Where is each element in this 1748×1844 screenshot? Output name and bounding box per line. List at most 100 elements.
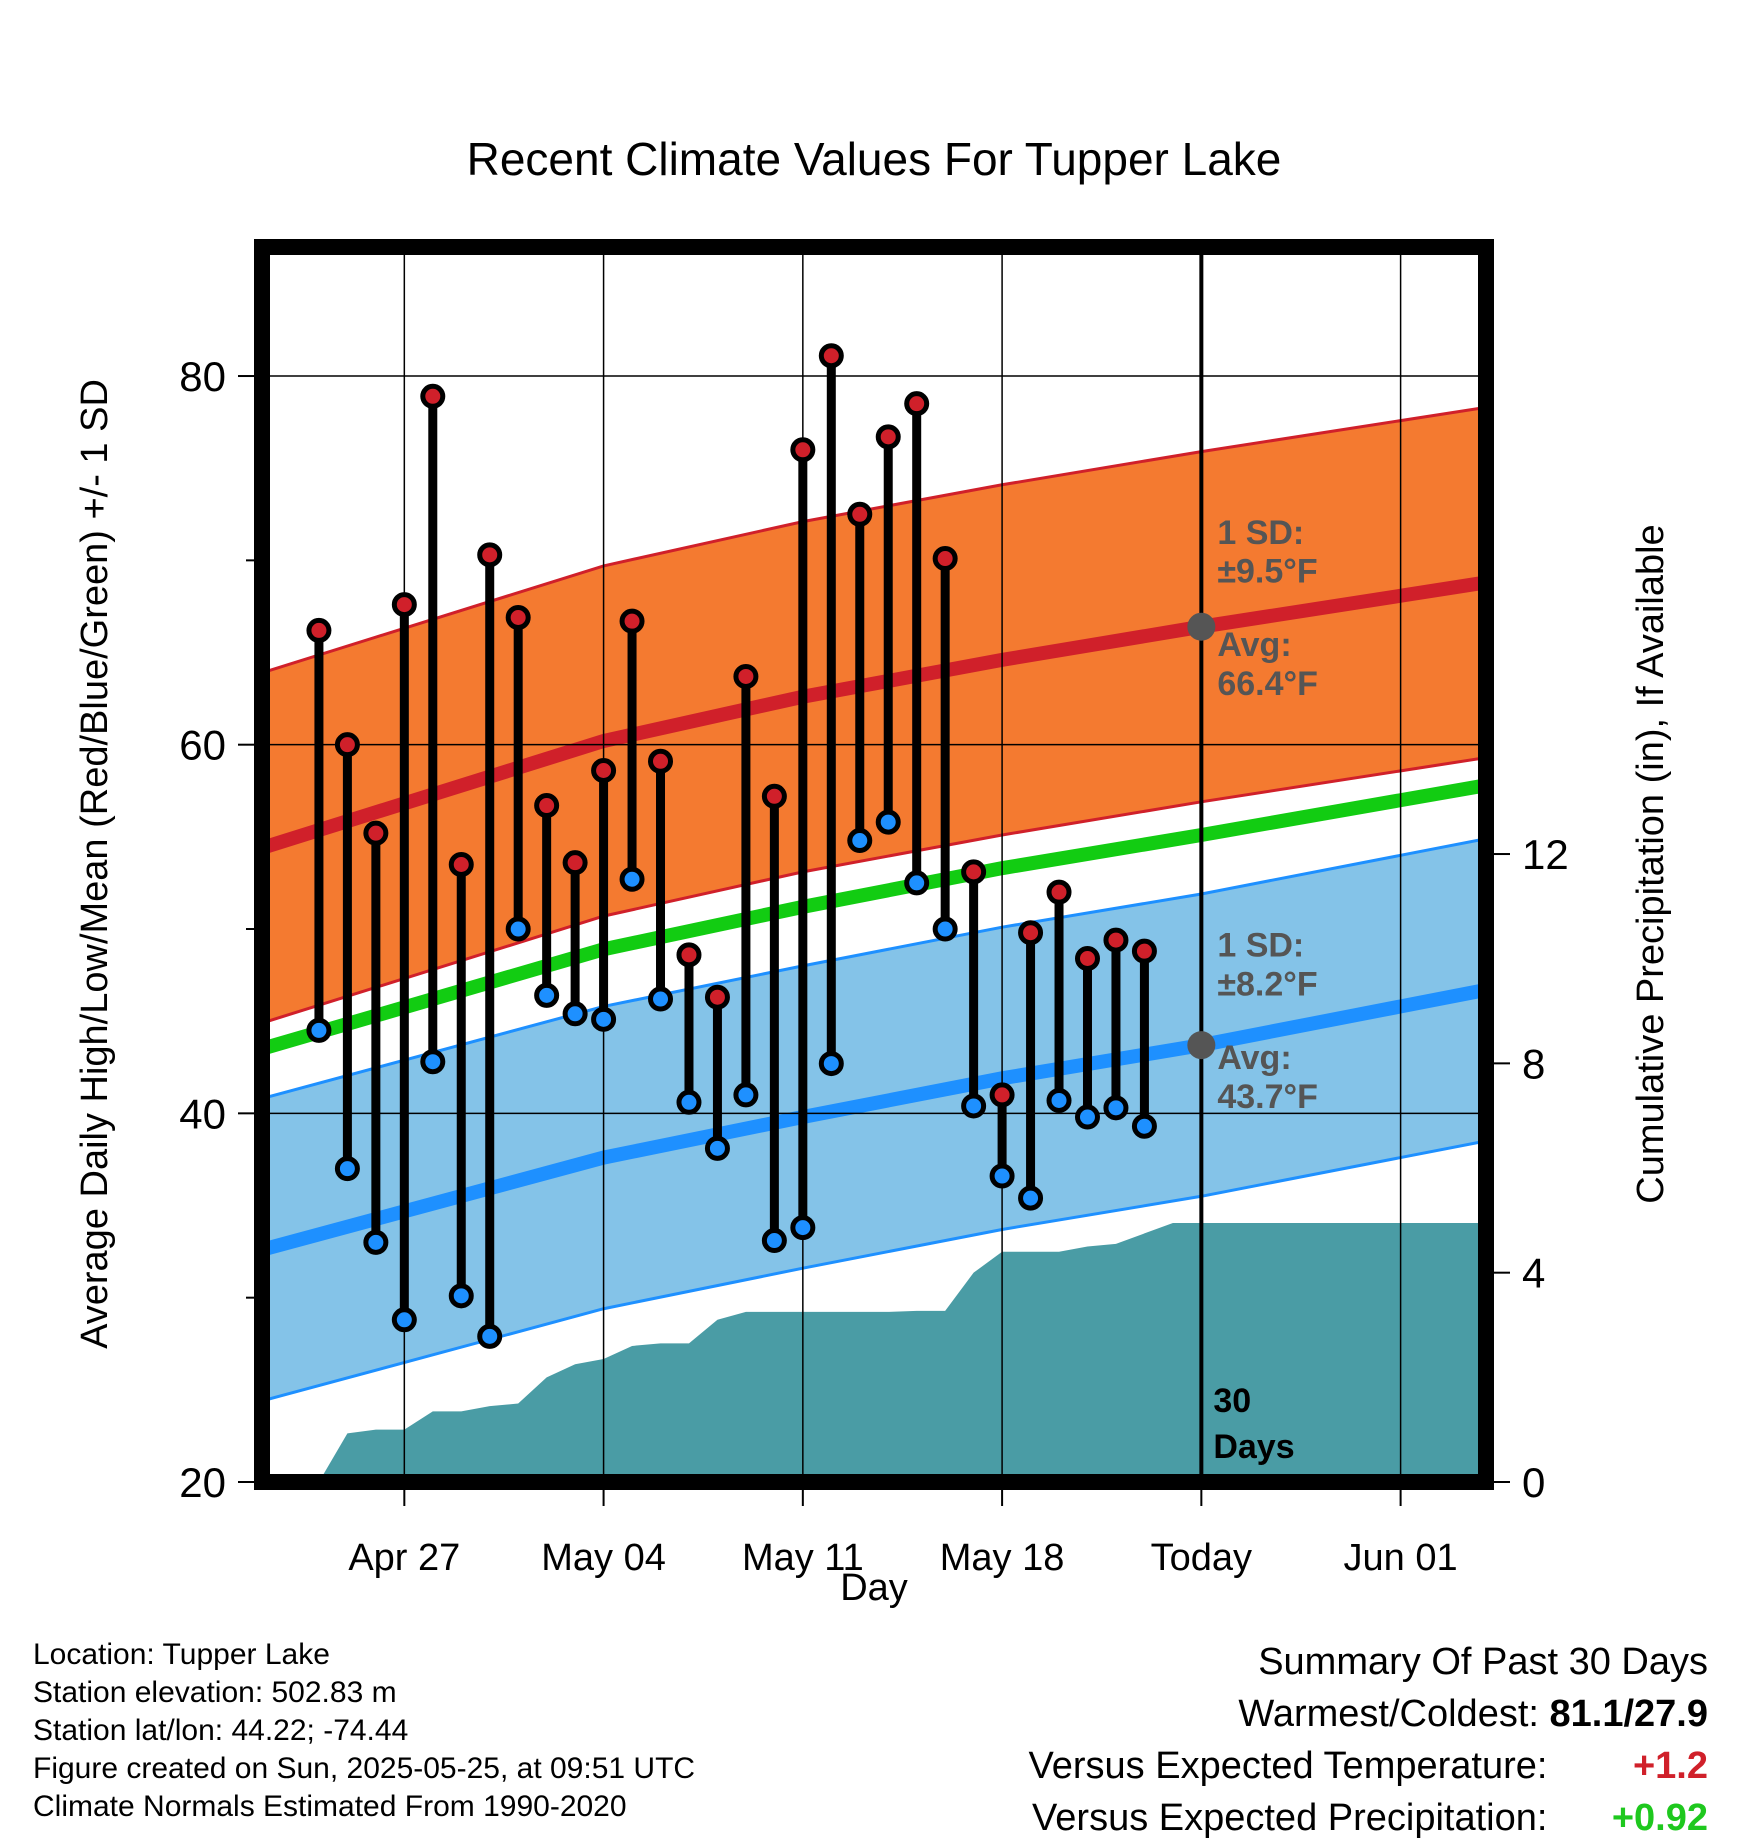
x-tick-label: Today xyxy=(1151,1537,1252,1579)
low-lower-sd-line xyxy=(262,1139,1486,1403)
daily-low-point xyxy=(989,1163,1015,1189)
daily-high-point xyxy=(818,343,844,369)
daily-high-point xyxy=(704,984,730,1010)
daily-high-point xyxy=(306,617,332,643)
daily-low-point xyxy=(648,986,674,1012)
daily-low-point xyxy=(448,1283,474,1309)
high-avg-value: 66.4°F xyxy=(1217,665,1318,703)
y-tick-label: 80 xyxy=(179,353,226,400)
daily-low-point xyxy=(932,916,958,942)
daily-low-point xyxy=(505,916,531,942)
daily-high-point xyxy=(961,859,987,885)
daily-low-point xyxy=(761,1228,787,1254)
daily-high-point xyxy=(932,546,958,572)
daily-high-point xyxy=(761,783,787,809)
daily-low-point xyxy=(875,809,901,835)
y-tick-label: 20 xyxy=(179,1459,226,1506)
daily-low-point xyxy=(904,870,930,896)
today-avg-high-marker xyxy=(1187,612,1216,641)
latlon-text: Station lat/lon: 44.22; -74.44 xyxy=(33,1714,409,1747)
avg-high-line xyxy=(262,575,1486,855)
low-sd-value: ±8.2°F xyxy=(1217,965,1317,1003)
summary-precipitation: Versus Expected Precipitation: +0.92 xyxy=(1029,1792,1708,1844)
summary-panel: Summary Of Past 30 Days Warmest/Coldest:… xyxy=(1029,1636,1708,1844)
station-info: Location: Tupper Lake Station elevation:… xyxy=(33,1636,695,1826)
daily-low-point xyxy=(847,828,873,854)
daily-high-point xyxy=(505,605,531,630)
daily-high-point xyxy=(534,793,560,819)
daily-low-point xyxy=(733,1082,759,1108)
daily-low-point xyxy=(1018,1185,1044,1211)
y2-tick-label: 0 xyxy=(1522,1459,1545,1506)
y-tick-label: 40 xyxy=(179,1090,226,1137)
daily-low-point xyxy=(676,1089,702,1115)
daily-high-point xyxy=(733,663,759,689)
warmest-coldest-label: Warmest/Coldest: xyxy=(1238,1693,1539,1735)
daily-low-point xyxy=(477,1323,503,1349)
high-sd-value: ±9.5°F xyxy=(1217,552,1317,590)
daily-high-point xyxy=(591,757,617,783)
daily-high-point xyxy=(1046,879,1072,905)
daily-low-point xyxy=(790,1215,816,1241)
low-avg-label: Avg: xyxy=(1217,1039,1291,1077)
low-sd-label: 1 SD: xyxy=(1217,927,1304,965)
normals-text: Climate Normals Estimated From 1990-2020 xyxy=(33,1790,627,1823)
daily-high-point xyxy=(562,850,588,876)
daily-high-point xyxy=(1103,927,1129,953)
elevation-text: Station elevation: 502.83 m xyxy=(33,1676,397,1709)
daily-low-point xyxy=(534,982,560,1008)
x-tick-label: Apr 27 xyxy=(348,1537,460,1579)
x-tick-label: May 18 xyxy=(940,1537,1065,1579)
days-label-number: 30 xyxy=(1213,1382,1251,1420)
low-avg-value: 43.7°F xyxy=(1217,1078,1318,1116)
daily-high-point xyxy=(676,942,702,968)
daily-high-point xyxy=(619,608,645,634)
daily-low-point xyxy=(704,1135,730,1161)
chart-title: Recent Climate Values For Tupper Lake xyxy=(467,133,1282,185)
precip-anomaly-label: Versus Expected Precipitation: xyxy=(1032,1797,1548,1839)
daily-high-point xyxy=(648,748,674,774)
daily-high-point xyxy=(334,732,360,758)
y2-tick-label: 8 xyxy=(1522,1040,1545,1087)
precipitation-area xyxy=(318,1222,1486,1482)
daily-high-point xyxy=(790,437,816,463)
daily-low-point xyxy=(591,1006,617,1032)
daily-high-point xyxy=(391,592,417,618)
daily-low-point xyxy=(306,1017,332,1043)
high-avg-label: Avg: xyxy=(1217,626,1291,664)
low-upper-sd-line xyxy=(262,837,1486,1101)
summary-warmest-coldest: Warmest/Coldest: 81.1/27.9 xyxy=(1029,1688,1708,1740)
avg-low-line xyxy=(262,982,1486,1257)
days-label-word: Days xyxy=(1213,1428,1294,1466)
y2-tick-label: 4 xyxy=(1522,1250,1545,1297)
plot-frame xyxy=(254,239,1494,1490)
daily-high-point xyxy=(1018,920,1044,946)
x-tick-label: May 11 xyxy=(742,1537,864,1579)
daily-high-point xyxy=(904,391,930,417)
y2-axis-label: Cumulative Precipitation (in), If Availa… xyxy=(1630,524,1672,1203)
daily-high-point xyxy=(847,501,873,527)
high-sd-label: 1 SD: xyxy=(1217,514,1304,552)
high-upper-sd-line xyxy=(262,405,1486,675)
daily-low-point xyxy=(961,1093,987,1119)
y2-tick-label: 12 xyxy=(1522,831,1569,878)
daily-high-point xyxy=(477,542,503,568)
y-tick-label: 60 xyxy=(179,722,226,769)
y-axis-label: Average Daily High/Low/Mean (Red/Blue/Gr… xyxy=(74,379,116,1349)
created-text: Figure created on Sun, 2025-05-25, at 09… xyxy=(33,1752,696,1785)
location-text: Location: Tupper Lake xyxy=(33,1638,330,1671)
daily-low-point xyxy=(1103,1095,1129,1121)
x-tick-label: Jun 01 xyxy=(1344,1537,1458,1579)
daily-low-point xyxy=(1131,1113,1157,1139)
daily-high-point xyxy=(363,820,389,846)
daily-low-point xyxy=(562,1001,588,1027)
daily-low-point xyxy=(363,1229,389,1255)
daily-low-point xyxy=(1046,1087,1072,1113)
daily-low-point xyxy=(818,1051,844,1077)
x-axis-label: Day xyxy=(840,1567,908,1609)
x-tick-label: May 04 xyxy=(541,1537,666,1579)
daily-high-point xyxy=(448,852,474,877)
daily-low-point xyxy=(619,866,645,892)
daily-low-point xyxy=(334,1156,360,1182)
